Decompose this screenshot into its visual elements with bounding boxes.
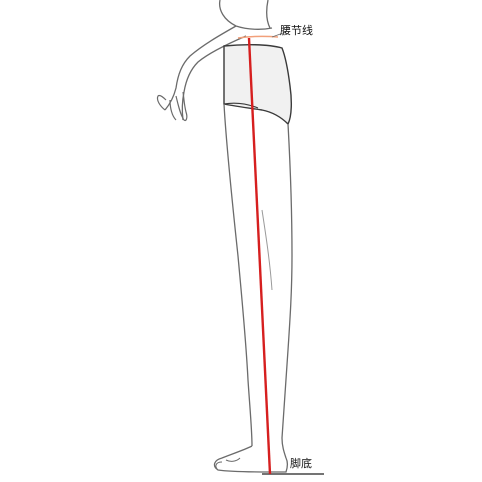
- arm-inner-outline: [181, 35, 247, 121]
- waist-line-label: 腰节线: [280, 24, 313, 37]
- waist-pointer-line: [271, 31, 287, 38]
- sole-label: 脚底: [290, 457, 312, 470]
- torso-outline: [218, 0, 273, 30]
- front-leg-outline: [223, 103, 253, 447]
- arm-outline: [164, 25, 237, 111]
- knee-outline: [261, 209, 273, 291]
- hand-outline: [156, 91, 188, 122]
- measurement-line: [247, 37, 272, 475]
- waist-marker-line: [237, 35, 279, 39]
- briefs-leg-line: [223, 102, 259, 109]
- torso-back-outline: [266, 0, 271, 29]
- briefs-outline: [223, 43, 293, 126]
- back-leg-outline: [281, 123, 293, 459]
- toes-outline: [215, 457, 241, 471]
- foot-outline: [213, 445, 289, 473]
